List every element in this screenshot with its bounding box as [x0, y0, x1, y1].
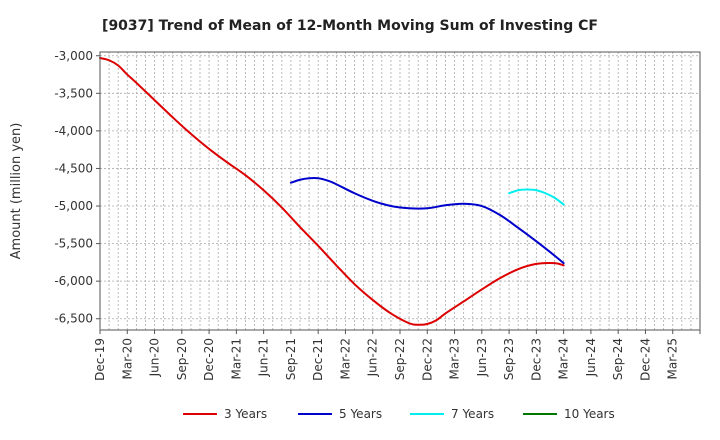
- x-tick-label: Jun-20: [148, 338, 162, 377]
- x-tick-label: Jun-22: [366, 338, 380, 377]
- x-tick-label: Dec-24: [638, 338, 652, 381]
- x-tick-label: Jun-21: [257, 338, 271, 377]
- x-tick-label: Mar-25: [666, 338, 680, 379]
- x-tick-label: Dec-19: [93, 338, 107, 381]
- x-tick-label: Sep-24: [611, 338, 625, 380]
- x-tick-label: Jun-23: [475, 338, 489, 377]
- x-tick-label: Mar-24: [557, 338, 571, 379]
- grid-layer: [100, 52, 700, 330]
- y-tick-label: -6,500: [54, 312, 93, 326]
- x-tick-label: Mar-22: [338, 338, 352, 379]
- y-tick-label: -6,000: [54, 274, 93, 288]
- legend: 3 Years 5 Years 7 Years 10 Years: [183, 407, 615, 421]
- y-tick-label: -5,000: [54, 199, 93, 213]
- legend-label: 10 Years: [564, 407, 615, 421]
- x-tick-label: Jun-24: [584, 338, 598, 377]
- x-tick-label: Dec-21: [311, 338, 325, 381]
- x-tick-label: Dec-23: [529, 338, 543, 381]
- y-tick-label: -3,000: [54, 49, 93, 63]
- legend-label: 3 Years: [224, 407, 267, 421]
- legend-label: 5 Years: [339, 407, 382, 421]
- series-line-3-years: [99, 57, 565, 326]
- x-tick-label: Dec-22: [420, 338, 434, 381]
- x-tick-label: Mar-23: [448, 338, 462, 379]
- x-tick-label: Mar-21: [229, 338, 243, 379]
- y-ticks-layer: -3,000 -3,500 -4,000 -4,500 -5,000 -5,500 -6,0…: [54, 49, 100, 326]
- chart-title: [9037] Trend of Mean of 12-Month Moving …: [102, 18, 598, 34]
- x-tick-label: Mar-20: [120, 338, 134, 379]
- x-tick-label: Dec-20: [202, 338, 216, 381]
- x-ticks-layer: Dec-19 Mar-20 Jun-20 Sep-20 Dec-20 Mar-21 Jun-…: [93, 330, 701, 381]
- y-tick-label: -3,500: [54, 86, 93, 100]
- series-line-5-years: [289, 176, 565, 265]
- y-axis-title: Amount (million yen): [9, 123, 24, 260]
- x-tick-label: Sep-21: [284, 338, 298, 380]
- y-tick-label: -5,500: [54, 237, 93, 251]
- x-tick-label: Sep-22: [393, 338, 407, 380]
- x-tick-label: Sep-20: [175, 338, 189, 380]
- legend-label: 7 Years: [451, 407, 494, 421]
- series-layer: [99, 57, 565, 326]
- y-tick-label: -4,500: [54, 161, 93, 175]
- x-tick-label: Sep-23: [502, 338, 516, 380]
- series-line-7-years: [508, 188, 565, 206]
- y-tick-label: -4,000: [54, 124, 93, 138]
